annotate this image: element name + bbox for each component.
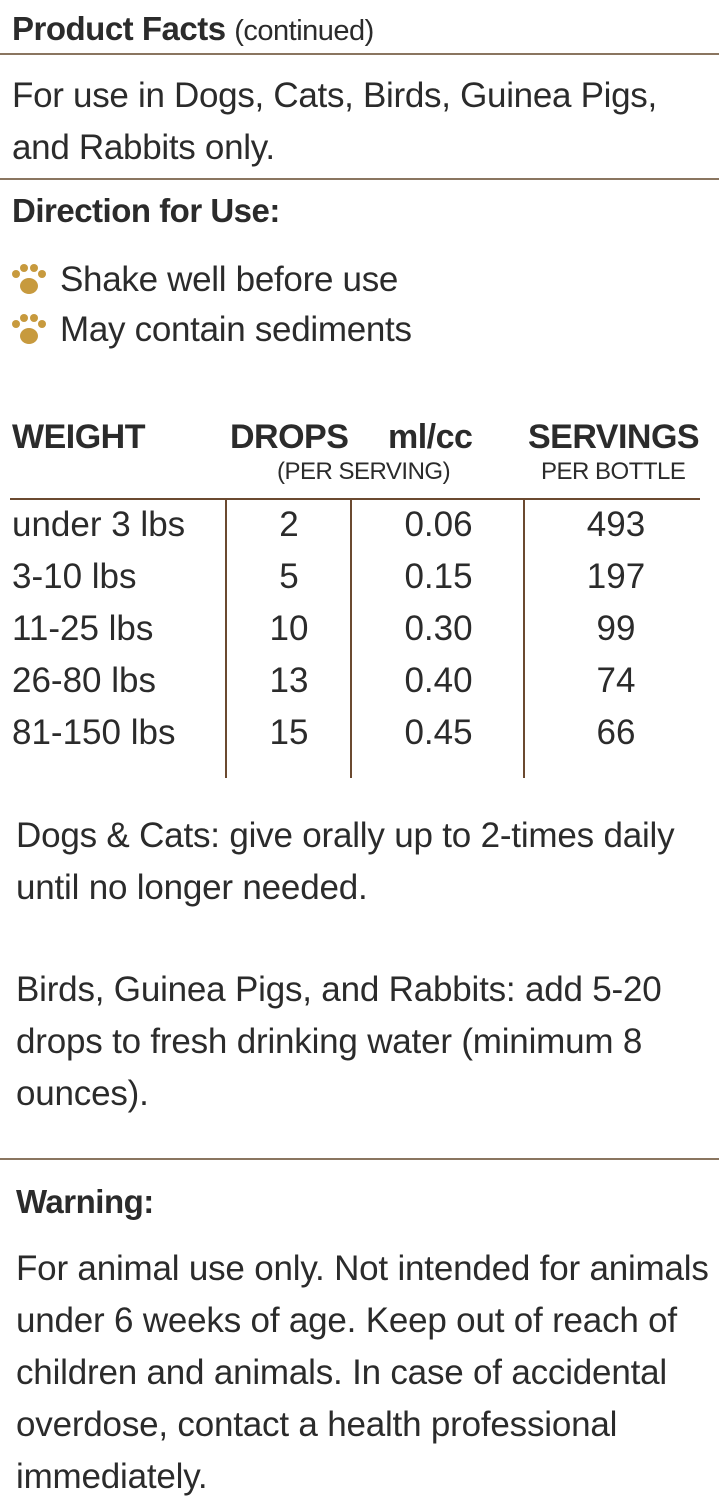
dogs-cats-instructions: Dogs & Cats: give orally up to 2-times d… — [16, 816, 675, 907]
table-row: 3-10 lbs 5 0.15 197 — [0, 557, 719, 609]
cell-ml: 0.40 — [404, 661, 473, 700]
table-header-rule — [10, 498, 700, 500]
cell-drops: 10 — [269, 609, 309, 648]
divider — [0, 1158, 719, 1160]
header-ml: ml/cc — [388, 418, 473, 456]
other-animals-instructions: Birds, Guinea Pigs, and Rabbits: add 5-2… — [16, 970, 662, 1113]
header-drops: DROPS — [230, 418, 349, 456]
cell-drops: 5 — [279, 557, 299, 596]
page-title: Product Facts (continued) — [12, 10, 374, 48]
cell-servings: 66 — [596, 713, 636, 752]
title-suffix: (continued) — [234, 15, 374, 47]
cell-servings: 197 — [586, 557, 646, 596]
column-divider — [225, 500, 227, 778]
cell-ml: 0.45 — [404, 713, 473, 752]
header-per-serving: (PER SERVING) — [277, 458, 451, 485]
cell-drops: 13 — [269, 661, 309, 700]
bullet-item: Shake well before use — [8, 260, 398, 300]
cell-servings: 493 — [586, 505, 646, 544]
bullet-text: May contain sediments — [60, 310, 412, 349]
intro-text: For use in Dogs, Cats, Birds, Guinea Pig… — [12, 76, 657, 167]
cell-ml: 0.15 — [404, 557, 473, 596]
bullet-text: Shake well before use — [60, 260, 399, 299]
cell-drops: 2 — [279, 505, 299, 544]
title-text: Product Facts — [12, 10, 226, 47]
directions-heading: Direction for Use: — [12, 192, 280, 229]
column-divider — [350, 500, 352, 778]
warning-heading: Warning: — [16, 1183, 154, 1220]
cell-weight: 81-150 lbs — [12, 713, 176, 752]
cell-weight: 3-10 lbs — [12, 557, 137, 596]
table-row: under 3 lbs 2 0.06 493 — [0, 505, 719, 557]
cell-ml: 0.30 — [404, 609, 473, 648]
divider — [0, 53, 719, 55]
cell-ml: 0.06 — [404, 505, 473, 544]
cell-weight: 11-25 lbs — [12, 609, 154, 648]
warning-text: For animal use only. Not intended for an… — [16, 1249, 709, 1496]
header-servings: SERVINGS — [528, 418, 700, 456]
column-divider — [523, 500, 525, 778]
table-row: 81-150 lbs 15 0.45 66 — [0, 713, 719, 765]
header-per-bottle: PER BOTTLE — [541, 458, 686, 485]
cell-weight: 26-80 lbs — [12, 661, 156, 700]
cell-weight: under 3 lbs — [12, 505, 186, 544]
header-weight: WEIGHT — [12, 418, 145, 456]
paw-icon — [8, 312, 52, 348]
paw-icon — [8, 262, 52, 298]
cell-drops: 15 — [269, 713, 309, 752]
cell-servings: 99 — [596, 609, 636, 648]
bullet-item: May contain sediments — [8, 310, 412, 350]
table-row: 11-25 lbs 10 0.30 99 — [0, 609, 719, 661]
divider — [0, 178, 719, 180]
cell-servings: 74 — [596, 661, 636, 700]
table-row: 26-80 lbs 13 0.40 74 — [0, 661, 719, 713]
